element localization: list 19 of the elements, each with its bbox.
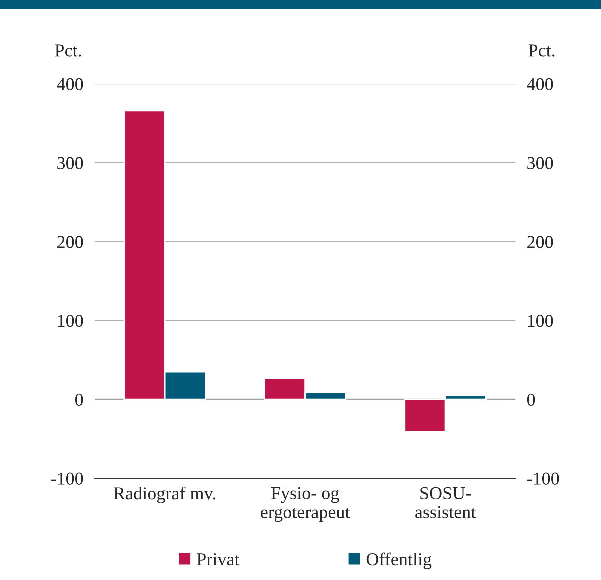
y2-tick-label: 400 (527, 78, 554, 91)
legend-label: Privat (197, 554, 240, 566)
legend-label: Offentlig (366, 552, 432, 570)
y2-tick-label: 0 (527, 394, 536, 406)
y-tick-label: 400 (57, 78, 84, 91)
y-tick-label: 300 (58, 157, 84, 170)
x-tick-label: Radiograf mv. (114, 486, 216, 504)
y-tick-label: 0 (76, 394, 84, 406)
y-tick-label: -100 (51, 472, 84, 485)
y2-tick-label: -100 (527, 472, 560, 485)
x-tick-label: Fysio- og ergoterapeut (261, 487, 350, 522)
y2-tick-label: 300 (528, 157, 554, 170)
y2-tick-label: 100 (528, 314, 554, 328)
y2-tick-label: 200 (528, 236, 554, 248)
y2-axis-title: Pct. (528, 44, 555, 57)
y-axis-title: Pct. (55, 44, 82, 57)
x-tick-label: SOSU- assistent (416, 487, 476, 518)
y-tick-label: 100 (58, 314, 84, 328)
y-tick-label: 200 (58, 236, 84, 248)
